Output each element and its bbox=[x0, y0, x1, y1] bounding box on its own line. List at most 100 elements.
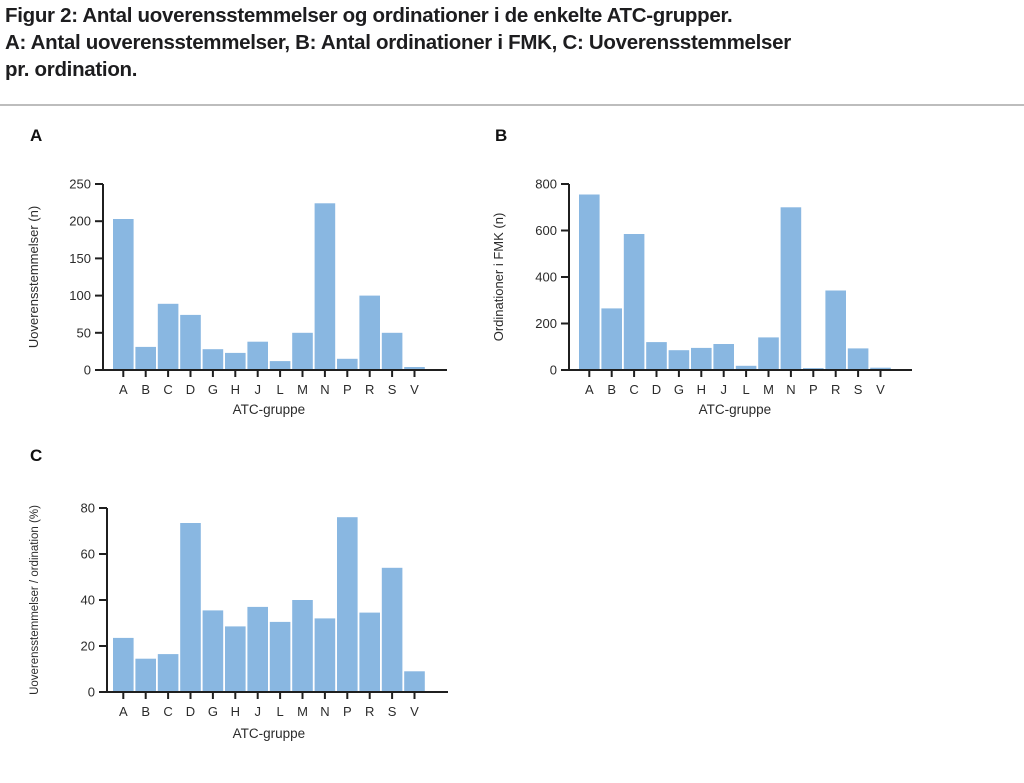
bar-G bbox=[668, 350, 690, 370]
bar-G bbox=[202, 349, 224, 370]
bar-D bbox=[180, 314, 201, 370]
y-tick-label: 800 bbox=[535, 177, 557, 192]
x-tick-label: D bbox=[186, 382, 195, 397]
x-tick-label: N bbox=[320, 382, 329, 397]
x-tick-label: C bbox=[629, 382, 638, 397]
bar-S bbox=[381, 332, 403, 370]
x-tick-label: L bbox=[276, 382, 283, 397]
bar-M bbox=[292, 332, 313, 370]
bar-N bbox=[314, 203, 336, 370]
y-tick-label: 50 bbox=[77, 325, 91, 340]
y-axis-title: Uoverensstemmelser / ordination (%) bbox=[29, 505, 41, 695]
x-tick-label: A bbox=[119, 382, 128, 397]
bar-A bbox=[579, 194, 600, 370]
bar-N bbox=[314, 618, 336, 692]
y-tick-label: 250 bbox=[69, 177, 91, 192]
bar-S bbox=[381, 567, 403, 692]
bar-M bbox=[292, 600, 313, 692]
x-tick-label: B bbox=[141, 382, 150, 397]
bar-D bbox=[646, 342, 667, 370]
bar-S bbox=[847, 348, 869, 370]
x-tick-label: B bbox=[141, 704, 150, 719]
chart-panel-a: A 0 50 100 150 200 250 A B C D G H J L M N P R S V Uoverenss… bbox=[18, 118, 478, 434]
x-tick-label: V bbox=[876, 382, 885, 397]
panel-label-b: B bbox=[495, 126, 508, 145]
y-tick-label: 150 bbox=[69, 251, 91, 266]
x-tick-label: G bbox=[208, 704, 218, 719]
bar-V bbox=[404, 671, 425, 692]
bar-D bbox=[180, 523, 201, 692]
y-tick-label: 400 bbox=[535, 270, 557, 285]
chart-panel-b: B 0 200 400 600 800 A B C D G H J L M N P R S V Ordinatione… bbox=[483, 118, 943, 434]
chart-c-plot: 0 20 40 60 80 A B C D G H J L M N P R S V Uoverensstemmelse… bbox=[18, 438, 478, 769]
x-tick-label: M bbox=[297, 382, 308, 397]
x-tick-label: V bbox=[410, 704, 419, 719]
bar-G bbox=[202, 610, 224, 692]
x-tick-label: G bbox=[208, 382, 218, 397]
x-tick-label: C bbox=[163, 382, 172, 397]
x-axis-title: ATC-gruppe bbox=[699, 402, 772, 417]
bar-H bbox=[691, 347, 712, 370]
x-tick-label: D bbox=[186, 704, 195, 719]
bar-J bbox=[247, 341, 268, 370]
y-tick-label: 0 bbox=[84, 363, 91, 378]
chart-a-svg: 0 50 100 150 200 250 A B C D G H J L M N P R S V Uoverensste… bbox=[26, 177, 447, 417]
bar-A bbox=[113, 219, 134, 370]
x-tick-label: C bbox=[163, 704, 172, 719]
x-tick-label: R bbox=[365, 704, 374, 719]
chart-b-svg: 0 200 400 600 800 A B C D G H J L M N P R S V Ordinationer … bbox=[491, 177, 912, 417]
figure-title-line1: Figur 2: Antal uoverensstemmelser og ord… bbox=[5, 4, 733, 27]
bar-P bbox=[337, 517, 358, 692]
x-tick-label: P bbox=[343, 382, 352, 397]
bar-R bbox=[825, 290, 846, 370]
bar-C bbox=[157, 654, 179, 692]
bar-J bbox=[713, 344, 734, 370]
chart-a-plot: 0 50 100 150 200 250 A B C D G H J L M N P R S V Uoverensste… bbox=[18, 118, 478, 439]
bar-R bbox=[359, 612, 380, 692]
bar-B bbox=[135, 658, 156, 692]
bar-H bbox=[225, 352, 246, 370]
y-tick-label: 600 bbox=[535, 223, 557, 238]
x-tick-label: R bbox=[831, 382, 840, 397]
x-tick-label: L bbox=[742, 382, 749, 397]
x-tick-label: G bbox=[674, 382, 684, 397]
y-tick-label: 200 bbox=[69, 214, 91, 229]
x-tick-label: P bbox=[809, 382, 818, 397]
bar-N bbox=[780, 207, 802, 371]
x-tick-label: N bbox=[786, 382, 795, 397]
figure-title-line3: pr. ordination. bbox=[5, 58, 138, 81]
figure-title-line2: A: Antal uoverensstemmelser, B: Antal or… bbox=[5, 31, 791, 54]
x-tick-label: H bbox=[231, 704, 240, 719]
y-axis-title: Ordinationer i FMK (n) bbox=[491, 213, 506, 342]
y-tick-label: 20 bbox=[81, 639, 95, 654]
x-tick-label: J bbox=[254, 382, 261, 397]
x-tick-label: D bbox=[652, 382, 661, 397]
y-tick-label: 0 bbox=[88, 685, 95, 700]
x-tick-label: H bbox=[231, 382, 240, 397]
figure-title: Figur 2: Antal uoverensstemmelser og ord… bbox=[5, 2, 1015, 83]
bar-A bbox=[113, 637, 134, 692]
x-tick-label: M bbox=[763, 382, 774, 397]
x-axis-title: ATC-gruppe bbox=[233, 726, 306, 741]
bar-V bbox=[404, 367, 425, 370]
x-tick-label: V bbox=[410, 382, 419, 397]
x-axis-title: ATC-gruppe bbox=[233, 402, 306, 417]
bar-C bbox=[157, 303, 179, 370]
y-axis-title: Uoverensstemmelser (n) bbox=[26, 206, 41, 348]
y-tick-label: 40 bbox=[81, 593, 95, 608]
bar-L bbox=[735, 365, 757, 370]
y-tick-label: 100 bbox=[69, 288, 91, 303]
y-tick-label: 60 bbox=[81, 547, 95, 562]
x-tick-label: M bbox=[297, 704, 308, 719]
title-divider bbox=[0, 104, 1024, 106]
bar-C bbox=[623, 234, 645, 370]
bar-L bbox=[269, 361, 291, 370]
bar-H bbox=[225, 626, 246, 692]
bar-R bbox=[359, 295, 380, 370]
bar-B bbox=[135, 346, 156, 370]
x-tick-label: B bbox=[607, 382, 616, 397]
x-tick-label: S bbox=[388, 382, 397, 397]
x-tick-label: S bbox=[388, 704, 397, 719]
panel-label-c: C bbox=[30, 446, 43, 465]
